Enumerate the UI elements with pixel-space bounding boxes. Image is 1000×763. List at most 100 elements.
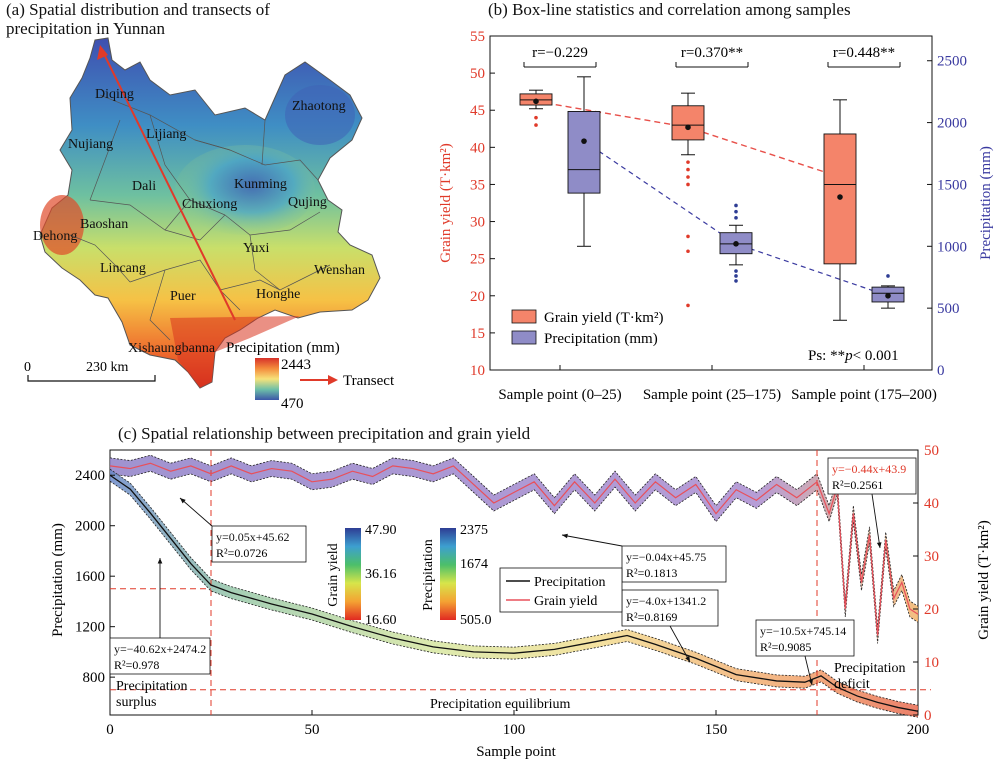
region-label: Baoshan	[80, 217, 128, 232]
precip-colorbar-tick: 505.0	[460, 613, 492, 628]
precip-colorbar: Precipitation 2375 1674 505.0	[421, 523, 492, 628]
precip-colorbar-label: Precipitation	[421, 539, 436, 611]
grain-line	[109, 462, 919, 636]
box-left-tick-label: 35	[470, 177, 485, 193]
correlation-label: r=−0.229	[532, 45, 588, 61]
precip-colorbar-tick: 1674	[460, 557, 488, 572]
box-left-tick-label: 20	[470, 289, 485, 305]
fit-equation: y=−0.04x+45.75	[626, 550, 706, 564]
fit-equation: y=0.05x+45.62	[216, 530, 290, 544]
line-right-tick-label: 30	[924, 549, 939, 565]
map-south-dry-zone	[170, 316, 300, 388]
line-x-tick-label: 50	[305, 722, 320, 738]
fit-r2: R²=0.9085	[760, 640, 811, 654]
box-legend-precip-label: Precipitation (mm)	[544, 331, 658, 347]
box-mean-point	[837, 194, 843, 200]
box-left-tick-label: 10	[470, 363, 485, 379]
grain-band-edge	[109, 470, 919, 644]
precip-line	[109, 474, 919, 712]
box-item	[719, 203, 753, 283]
box-x-axis: Sample point (0–25) Sample point (25–175)…	[498, 365, 937, 403]
box-item	[871, 274, 905, 309]
fit-r2: R²=0.2561	[832, 478, 883, 492]
grain-colorbar-tick: 36.16	[365, 567, 397, 582]
box-item	[519, 89, 553, 127]
line-x-tick-label: 0	[106, 722, 114, 738]
region-label: Wenshan	[314, 263, 365, 278]
map-north-wet-zone	[285, 85, 355, 145]
yunnan-map: Diqing Nujiang Lijiang Zhaotong Dali Kun…	[24, 37, 395, 412]
fit-box	[755, 619, 855, 657]
map-legend: Precipitation (mm) 2443 470 Transect	[226, 340, 395, 412]
line-left-tick-label: 1600	[75, 569, 105, 585]
correlation-label: r=0.448**	[833, 45, 895, 61]
panel-b-title: (b) Box-line statistics and correlation …	[488, 0, 851, 19]
region-annotations: Precipitation surplus Precipitation equil…	[116, 661, 906, 712]
grain-colorbar: Grain yield 47.90 36.16 16.60	[326, 523, 397, 628]
box-x-tick-label: Sample point (25–175)	[643, 387, 781, 403]
line-series	[109, 462, 919, 712]
box-left-tick-label: 40	[470, 140, 485, 156]
region-label: Xishaungbanna	[128, 341, 216, 356]
box-left-tick-label: 50	[470, 66, 485, 82]
box-outlier	[734, 274, 738, 278]
line-chart: 800 1200 1600 2000 2400 0 10 20 30 40 50 0 50 100 15…	[50, 443, 992, 760]
box-outlier	[734, 269, 738, 273]
scale-bar: 0 230 km	[24, 360, 156, 382]
box-legend-precip-swatch	[511, 330, 537, 345]
box-left-tick-label: 25	[470, 252, 485, 268]
threshold-lines	[110, 450, 931, 715]
line-left-tick-label: 1200	[75, 620, 105, 636]
region-label: Zhaotong	[292, 99, 346, 114]
box-outlier	[734, 203, 738, 208]
line-right-tick-label: 10	[924, 655, 939, 671]
precip-colorbar-bar	[440, 528, 456, 620]
box-outlier	[534, 115, 538, 120]
box-right-tick-label: 1000	[937, 239, 967, 255]
deficit-label: Precipitation deficit	[834, 661, 906, 692]
box-rect	[567, 111, 601, 194]
map-wet-zone	[175, 145, 315, 235]
fit-r2: R²=0.978	[114, 658, 159, 672]
fit-box	[621, 545, 727, 583]
region-label: Kunming	[234, 177, 287, 192]
fit-annotation: y=0.05x+45.62 R²=0.0726	[179, 497, 307, 563]
scale-distance-label: 230 km	[86, 360, 129, 375]
box-outlier	[686, 303, 690, 308]
box-mean-point	[533, 98, 539, 105]
region-label: Diqing	[95, 87, 134, 102]
precip-band-edge	[109, 480, 919, 718]
annotation-line: deficit	[834, 677, 870, 692]
box-right-tick-label: 500	[937, 301, 960, 317]
map-legend-max: 2443	[281, 357, 311, 373]
box-outlier	[734, 279, 738, 283]
region-label: Chuxiong	[182, 197, 237, 212]
grain-colorbar-tick: 16.60	[365, 613, 397, 628]
fit-r2: R²=0.8169	[626, 610, 677, 624]
panel-a-title: (a) Spatial distribution and transects o…	[6, 0, 270, 38]
box-right-axis-label: Precipitation (mm)	[978, 146, 994, 260]
box-legend-grain-label: Grain yield (T·km²)	[544, 310, 663, 326]
prefecture-borders	[69, 94, 331, 341]
fit-r2: R²=0.0726	[216, 546, 267, 560]
line-right-tick-label: 0	[924, 708, 932, 724]
region-label: Honghe	[256, 287, 300, 302]
box-mean-point	[733, 241, 739, 247]
fit-arrow	[561, 534, 623, 547]
box-left-axis-label: Grain yield (T·km²)	[438, 143, 454, 262]
box-legend: Grain yield (T·km²) Precipitation (mm)	[511, 309, 663, 347]
region-label: Nujiang	[68, 137, 113, 152]
fit-arrowhead	[876, 542, 882, 548]
fit-box	[827, 457, 917, 495]
fit-box	[621, 589, 719, 627]
fit-r2: R²=0.1813	[626, 566, 677, 580]
region-labels: Diqing Nujiang Lijiang Zhaotong Dali Kun…	[33, 87, 365, 356]
equilibrium-label: Precipitation equilibrium	[430, 697, 570, 712]
box-series	[519, 76, 905, 321]
fit-arrowhead	[157, 558, 163, 564]
transect-legend-label: Transect	[343, 373, 395, 389]
map-legend-min: 470	[281, 396, 304, 412]
box-outlier	[686, 167, 690, 172]
fit-equation: y=−40.62x+2474.2	[114, 642, 206, 656]
box-outlier	[734, 209, 738, 214]
